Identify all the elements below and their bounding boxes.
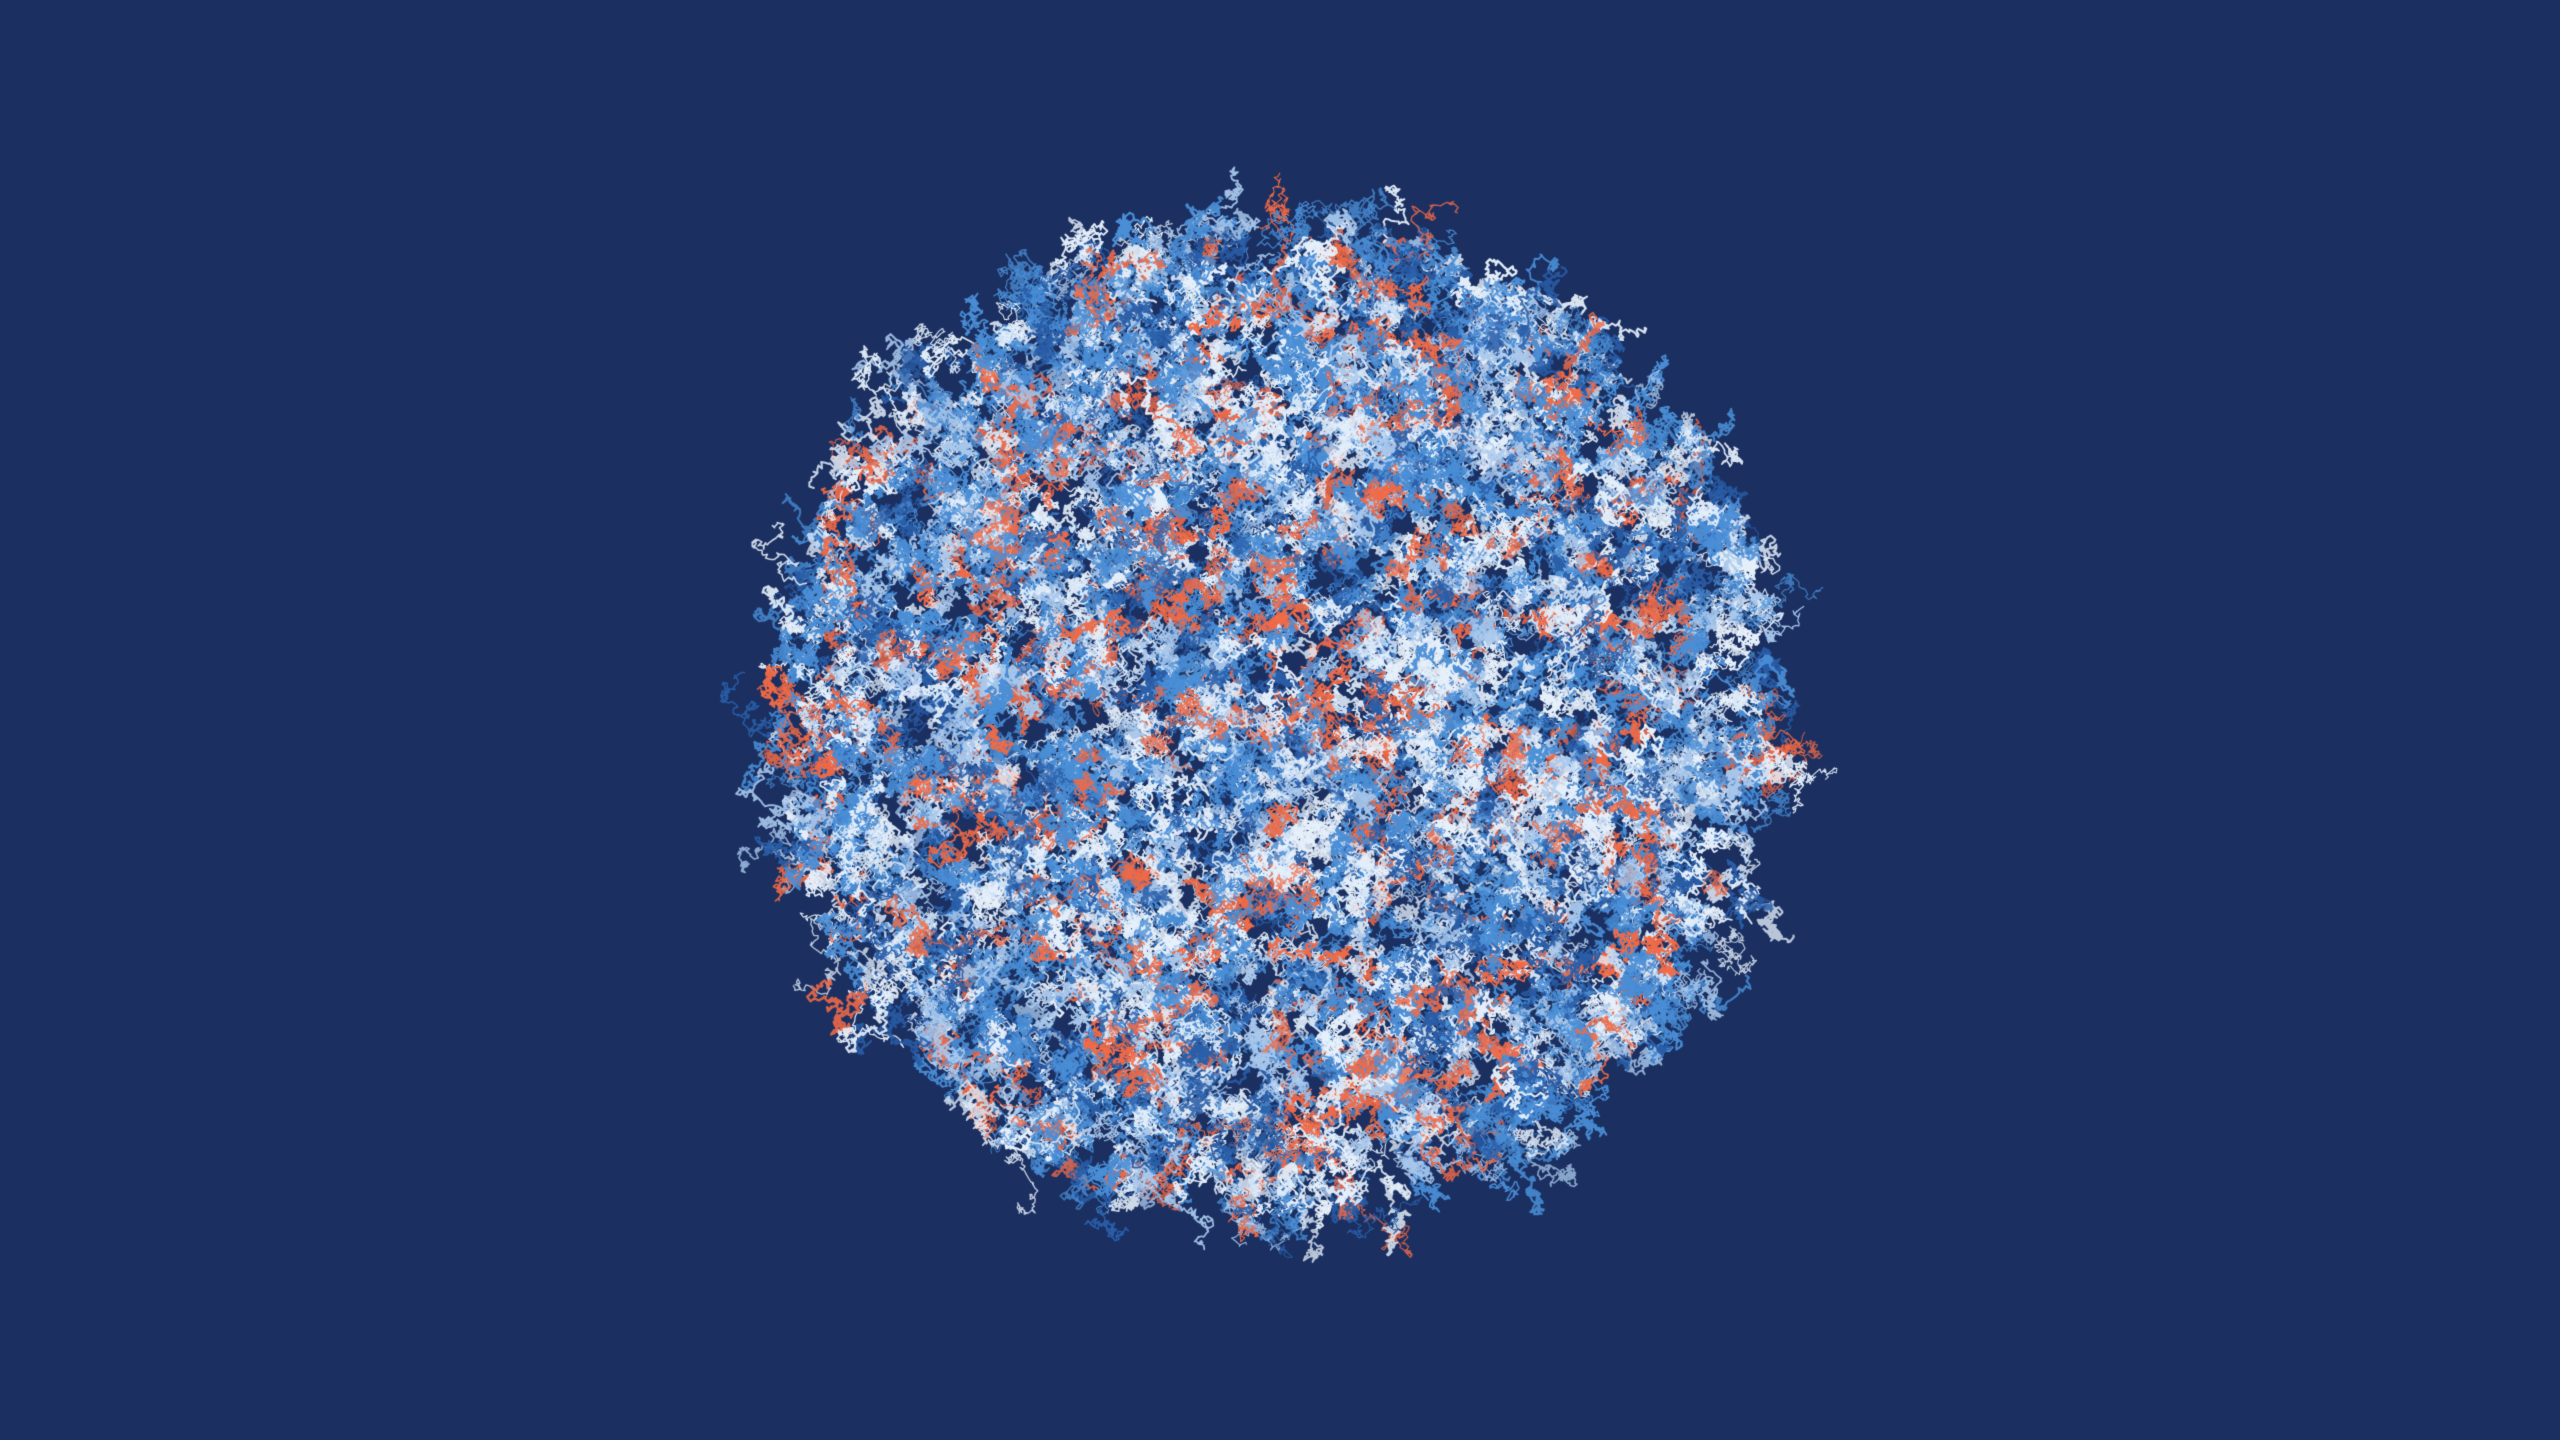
random-walk-artwork [0, 0, 2560, 1440]
artwork-stage [0, 0, 2560, 1440]
